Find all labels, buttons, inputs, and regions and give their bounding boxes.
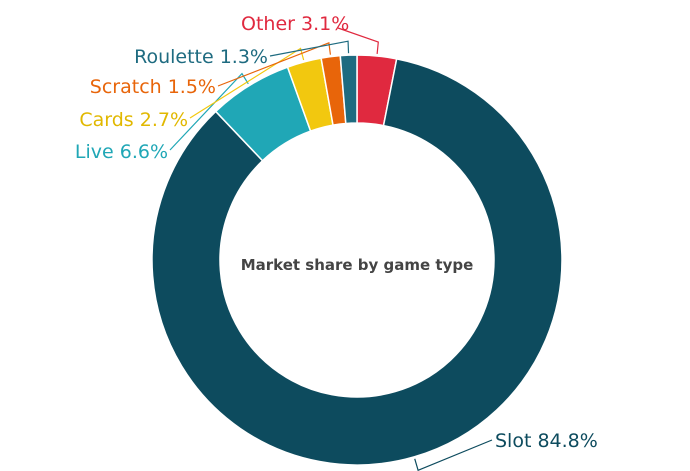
label-leaders	[169, 27, 493, 471]
leader-scratch	[217, 41, 332, 87]
leader-other	[337, 27, 379, 55]
leader-live	[169, 72, 249, 151]
slice-labels: Other 3.1% Slot 84.8% Live 6.6% Cards 2.…	[75, 13, 598, 452]
slice-label-live: Live 6.6%	[75, 141, 168, 163]
chart-title: Market share by game type	[241, 256, 474, 274]
slice-label-scratch: Scratch 1.5%	[90, 76, 216, 98]
slice-roulette	[339, 54, 358, 125]
donut-slices	[151, 54, 563, 466]
slice-label-slot: Slot 84.8%	[495, 430, 598, 452]
slice-slot	[151, 57, 563, 466]
slice-label-other: Other 3.1%	[241, 13, 349, 35]
slice-label-cards: Cards 2.7%	[79, 109, 188, 131]
slice-label-roulette: Roulette 1.3%	[134, 46, 268, 68]
leader-slot	[414, 439, 493, 471]
leader-cards	[189, 47, 305, 119]
leader-roulette	[269, 40, 350, 57]
